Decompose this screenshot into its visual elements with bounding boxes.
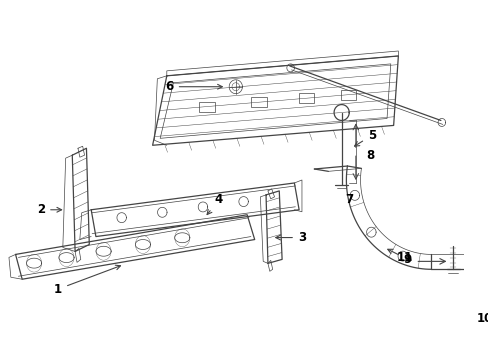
Text: 10: 10 xyxy=(476,312,488,325)
Text: 2: 2 xyxy=(37,203,61,216)
Text: 6: 6 xyxy=(165,80,222,93)
Text: 4: 4 xyxy=(207,193,223,215)
Text: 8: 8 xyxy=(365,149,373,162)
Text: 11: 11 xyxy=(395,251,412,264)
Text: 1: 1 xyxy=(54,265,120,296)
Text: 3: 3 xyxy=(275,231,305,244)
Text: 5: 5 xyxy=(354,129,375,146)
Text: 9: 9 xyxy=(387,249,411,266)
Text: 7: 7 xyxy=(345,193,352,206)
